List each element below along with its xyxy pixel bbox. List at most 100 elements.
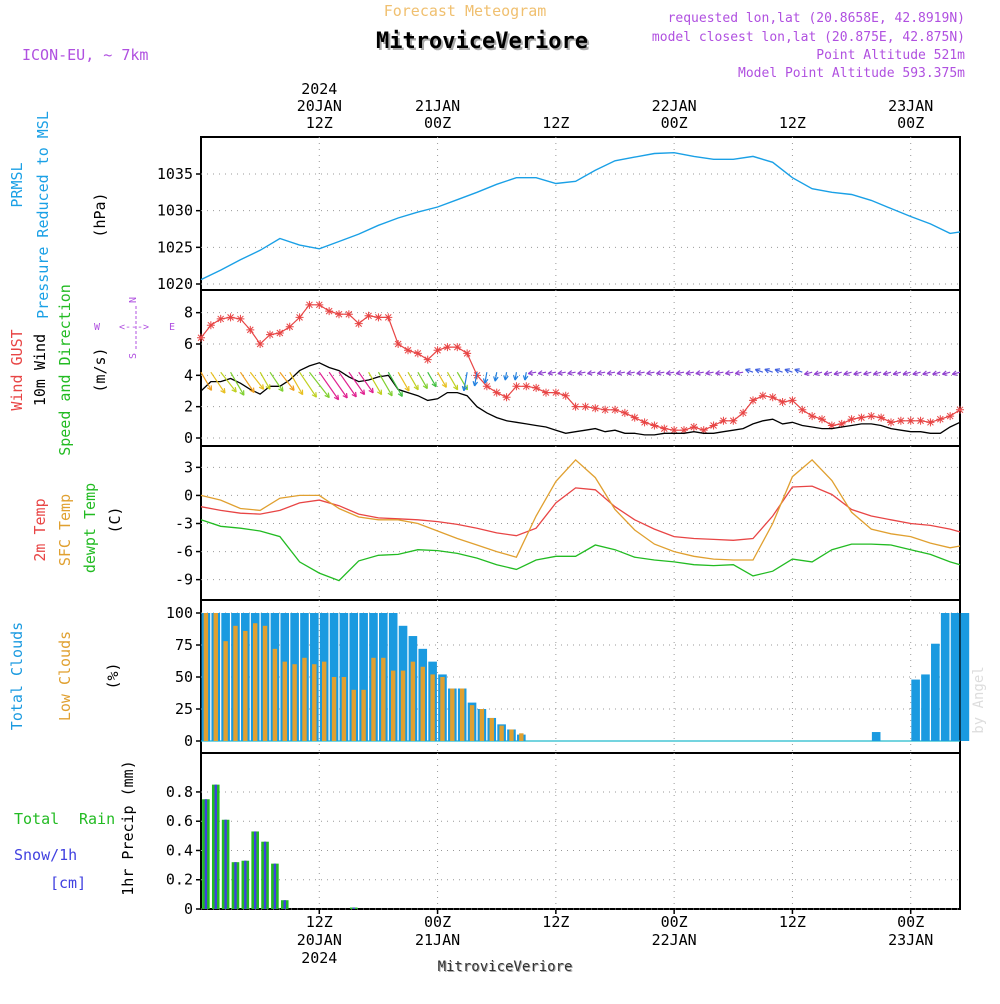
- gust-marker: [867, 412, 876, 421]
- wind-direction-arrow: [922, 371, 931, 375]
- precip-unit-label: 1hr Precip (mm): [119, 760, 137, 895]
- panel-frame: [200, 136, 961, 291]
- wind-arrow-head: [231, 387, 237, 393]
- wind-direction-arrow: [269, 371, 284, 392]
- wind-direction-arrow: [725, 371, 734, 375]
- wind-direction-arrow: [567, 371, 576, 375]
- wind-direction-arrow: [348, 371, 366, 395]
- snow-bar: [214, 784, 217, 909]
- low-cloud-bar: [203, 613, 209, 741]
- gust-marker: [561, 391, 570, 400]
- gust-marker: [670, 426, 679, 435]
- gust-marker: [650, 421, 659, 430]
- low-cloud-bar: [341, 677, 347, 741]
- wind-direction-arrow: [666, 371, 675, 375]
- compass-w: W: [94, 322, 101, 333]
- gust-marker: [423, 355, 432, 364]
- y-tick-label: 0.2: [166, 871, 193, 889]
- top-time-label: 00Z: [897, 114, 924, 132]
- top-time-label: 12Z: [306, 114, 333, 132]
- y-tick-label: 25: [175, 700, 193, 718]
- low-cloud-bar: [272, 648, 278, 741]
- wind-arrow-head: [503, 375, 509, 381]
- pressure-label-msl: Pressure Reduced to MSL: [34, 111, 52, 319]
- low-cloud-bar: [233, 625, 238, 741]
- bottom-time-label: 00Z: [424, 913, 451, 931]
- compass-e: E: [169, 322, 175, 333]
- wind-direction-arrow: [853, 371, 862, 375]
- wind-direction-arrow: [230, 371, 245, 396]
- gust-marker: [522, 382, 531, 391]
- wind-direction-arrow: [932, 371, 941, 375]
- low-cloud-bar: [400, 670, 406, 741]
- wind-arrow-head: [902, 370, 909, 376]
- gust-marker: [532, 383, 541, 392]
- gust-marker: [295, 313, 304, 322]
- low-cloud-bar: [292, 664, 297, 741]
- wind-direction-arrow: [784, 368, 793, 373]
- gust-marker: [236, 314, 245, 323]
- wind-direction-arrow: [685, 371, 694, 375]
- wind-arrow-head: [513, 375, 519, 381]
- wind-arrow-head: [951, 370, 958, 376]
- wind-arrow-head: [206, 385, 213, 391]
- gust-line: [200, 304, 961, 431]
- low-cloud-bar: [450, 688, 455, 741]
- gust-marker: [739, 408, 748, 417]
- low-cloud-bar: [302, 657, 307, 741]
- gust-marker: [404, 346, 412, 355]
- wind-arrow-head: [422, 383, 428, 390]
- y-tick-label: 0.8: [166, 783, 193, 801]
- wind-direction-arrow: [833, 371, 842, 375]
- gust-marker: [640, 418, 649, 427]
- wind-arrow-head: [265, 384, 271, 390]
- model-label: ICON-EU, ~ 7km: [22, 46, 148, 64]
- gust-marker: [906, 416, 915, 425]
- wind-direction-arrow: [279, 371, 295, 391]
- total-cloud-bar: [359, 613, 368, 741]
- gust-marker: [394, 340, 403, 348]
- wind-direction-arrow: [823, 371, 833, 375]
- low-cloud-bar: [410, 661, 416, 741]
- gust-marker: [275, 329, 284, 338]
- gust-marker: [413, 349, 422, 358]
- wind-arrow-head: [843, 370, 849, 376]
- y-tick-label: 3: [184, 458, 193, 476]
- snow-bar: [224, 819, 227, 909]
- low-cloud-bar: [312, 664, 317, 741]
- pressure-label-prmsl: PRMSL: [8, 162, 26, 207]
- wind-arrow-head: [804, 370, 810, 376]
- wind-arrow-head: [453, 384, 459, 391]
- dewpt-label: dewpt Temp: [81, 483, 99, 573]
- wind-direction-arrow: [547, 371, 556, 375]
- gust-marker: [226, 313, 235, 322]
- gust-marker: [581, 402, 590, 411]
- gust-marker: [926, 418, 935, 427]
- y-tick-label: -9: [175, 571, 193, 589]
- gust-marker: [374, 313, 383, 322]
- wind-direction-arrow: [338, 371, 357, 398]
- temp-sfc-label: SFC Temp: [56, 494, 74, 566]
- wind-direction-arrow: [902, 371, 911, 375]
- low-cloud-bar: [321, 661, 327, 741]
- footer-station: MitroviceVeriore: [438, 959, 573, 975]
- bottom-time-label: 23JAN: [888, 931, 933, 949]
- wind-arrow-head: [942, 370, 948, 376]
- wind-arrow-head: [493, 376, 499, 382]
- wind-arrow-head: [587, 370, 593, 376]
- y-tick-label: 0: [184, 429, 193, 447]
- wind-arrow-head: [606, 370, 613, 376]
- gust-marker: [285, 322, 294, 331]
- gust-marker: [680, 426, 688, 435]
- wind-direction-arrow: [524, 372, 527, 381]
- wind-arrow-head: [567, 370, 573, 376]
- rain-label-total: Total: [14, 810, 59, 828]
- gust-marker: [896, 416, 905, 425]
- gust-marker: [729, 416, 738, 425]
- wind-arrow-head: [289, 385, 295, 391]
- wind-arrow-head: [333, 394, 340, 401]
- wind-arrow-head: [577, 370, 583, 376]
- gust-marker: [512, 382, 521, 391]
- panel-frame: [200, 752, 961, 910]
- gust-marker: [837, 419, 846, 428]
